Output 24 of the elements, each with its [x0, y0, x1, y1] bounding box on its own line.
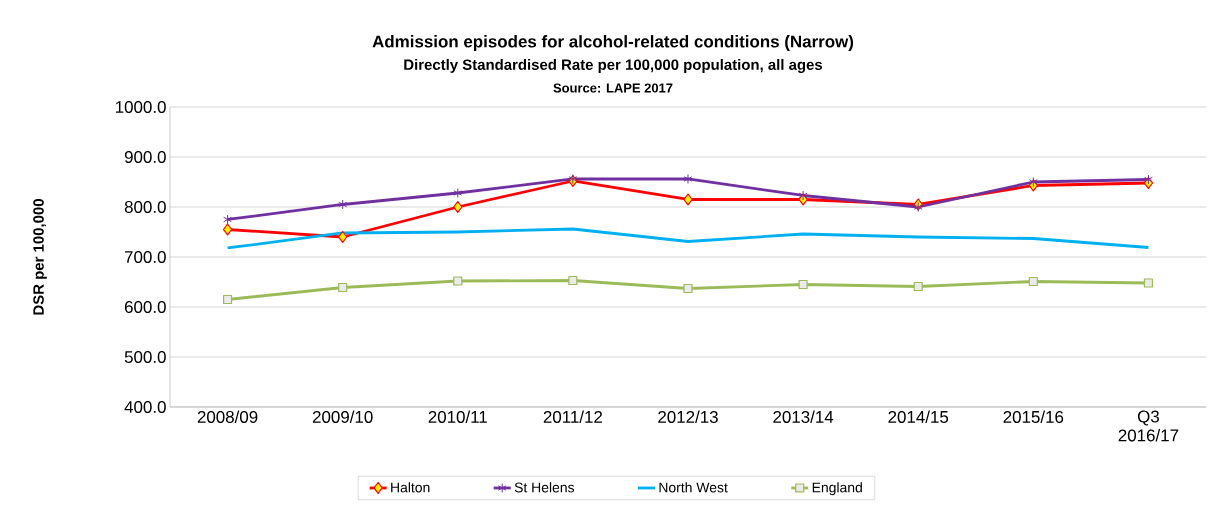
legend-label: North West: [659, 482, 728, 493]
x-tick-label: 2009/10: [312, 410, 373, 423]
x-tick-label: 2011/12: [543, 410, 603, 423]
x-tick-label: 2008/09: [197, 410, 258, 423]
y-tick-label: 700.0: [124, 250, 166, 263]
x-tick-label: 2012/13: [658, 410, 718, 423]
legend-label: St Helens: [514, 482, 575, 493]
y-tick-label: 1000.0: [115, 100, 166, 113]
chart-subtitle: Directly Standardised Rate per 100,000 population, all ages: [404, 58, 823, 73]
y-axis-title: DSR per 100,000: [33, 199, 47, 315]
x-tick-label: 2015/16: [1003, 410, 1064, 423]
x-tick-label: Q3 2016/17: [1118, 410, 1179, 442]
y-tick-label: 600.0: [124, 300, 166, 313]
x-tick-label: 2010/11: [428, 410, 487, 423]
y-tick-label: 800.0: [124, 200, 166, 213]
x-tick-label: 2013/14: [773, 410, 834, 423]
legend-label: Halton: [391, 482, 430, 493]
y-tick-label: 900.0: [124, 150, 166, 163]
x-tick-label: 2014/15: [888, 410, 949, 423]
source-note: Source: LAPE 2017: [553, 83, 673, 93]
legend-label: England: [812, 482, 862, 496]
y-tick-label: 400.0: [124, 400, 166, 413]
y-tick-label: 500.0: [124, 350, 166, 363]
chart-title: Admission episodes for alcohol-related conditions (Narrow): [372, 35, 854, 51]
